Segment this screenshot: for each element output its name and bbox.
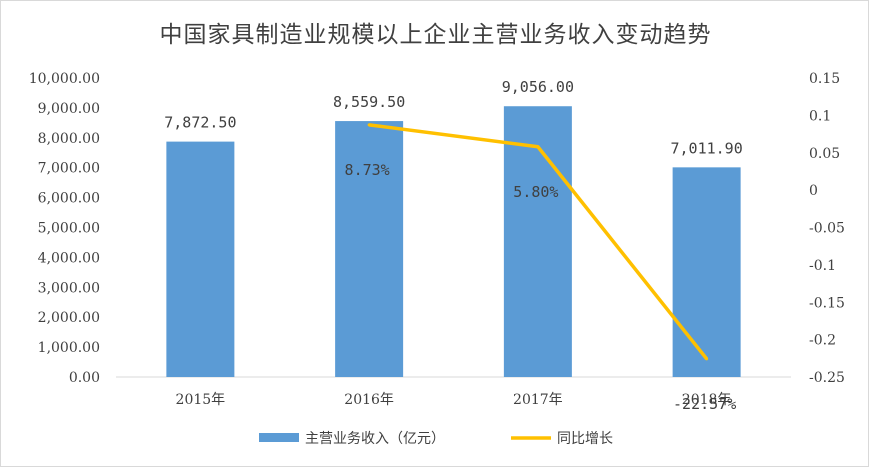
growth-value-label: 5.80% xyxy=(513,183,558,201)
legend-swatch-revenue xyxy=(259,433,299,442)
bar-value-label: 7,872.50 xyxy=(164,114,236,132)
bar xyxy=(503,106,572,378)
x-tick-label: 2016年 xyxy=(344,392,394,408)
y-right-tick-label: -0.05 xyxy=(809,221,845,237)
x-tick-label: 2018年 xyxy=(682,392,732,408)
y-right-tick-label: -0.1 xyxy=(809,258,836,274)
y-right-tick-label: -0.25 xyxy=(809,370,845,386)
y-left-tick-label: 3,000.00 xyxy=(38,280,100,296)
y-left-tick-label: 2,000.00 xyxy=(38,310,100,326)
growth-value-label: 8.73% xyxy=(345,161,390,179)
y-right-tick-label: -0.15 xyxy=(809,295,845,311)
bar xyxy=(335,121,404,377)
bar-value-label: 9,056.00 xyxy=(502,78,574,96)
chart-title: 中国家具制造业规模以上企业主营业务收入变动趋势 xyxy=(159,22,712,48)
x-tick-label: 2017年 xyxy=(513,392,563,408)
bar xyxy=(672,167,741,377)
y-left-tick-label: 5,000.00 xyxy=(38,221,100,237)
growth-point xyxy=(705,357,709,361)
y-right-tick-label: 0.1 xyxy=(809,108,831,124)
growth-value-label: -22.57% xyxy=(673,395,736,413)
y-left-tick-label: 4,000.00 xyxy=(38,250,100,266)
y-left-tick-label: 6,000.00 xyxy=(38,191,100,207)
bar-value-label: 8,559.50 xyxy=(333,93,405,111)
y-left-tick-label: 9,000.00 xyxy=(38,101,100,117)
bar xyxy=(166,141,235,377)
legend-label-growth: 同比增长 xyxy=(557,431,613,447)
y-left-tick-label: 7,000.00 xyxy=(38,161,100,177)
y-left-tick-label: 1,000.00 xyxy=(38,340,100,356)
y-left-tick-label: 0.00 xyxy=(69,370,100,386)
growth-point xyxy=(536,145,540,149)
growth-point xyxy=(367,123,371,127)
y-left-tick-label: 10,000.00 xyxy=(29,71,100,87)
y-right-tick-label: 0 xyxy=(809,183,818,199)
bar-value-label: 7,011.90 xyxy=(671,139,743,157)
y-right-tick-label: -0.2 xyxy=(809,333,836,349)
legend-label-revenue: 主营业务收入（亿元） xyxy=(305,431,445,447)
x-tick-label: 2015年 xyxy=(176,392,226,408)
y-right-tick-label: 0.15 xyxy=(809,71,840,87)
y-right-tick-label: 0.05 xyxy=(809,146,840,162)
y-left-tick-label: 8,000.00 xyxy=(38,131,100,147)
